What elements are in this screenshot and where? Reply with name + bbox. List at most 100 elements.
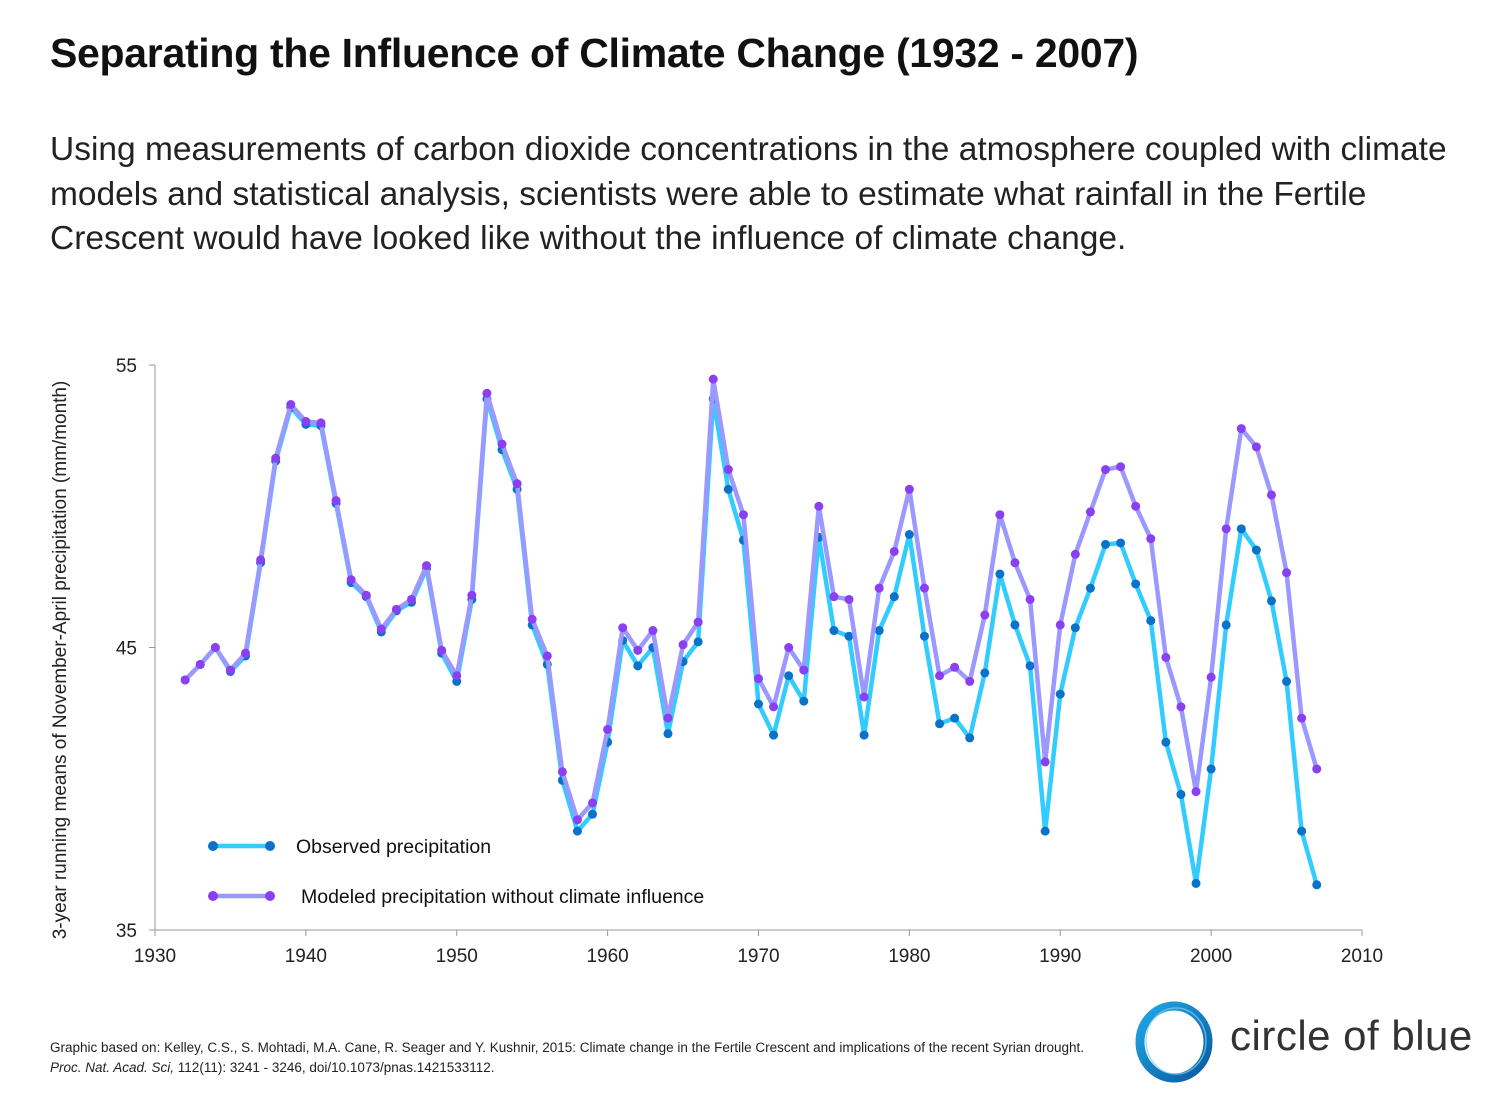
data-point: [1221, 524, 1231, 534]
data-point: [542, 651, 552, 661]
data-point: [1191, 787, 1201, 797]
data-point: [904, 484, 914, 494]
data-point: [1010, 558, 1020, 568]
chart-subtitle: Using measurements of carbon dioxide con…: [50, 131, 1447, 257]
data-point: [331, 496, 341, 506]
data-point: [1055, 689, 1065, 699]
data-point: [754, 674, 763, 684]
data-point: [663, 729, 673, 739]
data-point: [754, 699, 763, 709]
data-point: [935, 671, 945, 681]
x-tick-label: 1980: [888, 946, 930, 967]
data-point: [1085, 583, 1095, 593]
data-point: [1055, 620, 1065, 630]
data-point: [603, 724, 613, 734]
data-point: [814, 501, 824, 511]
data-point: [225, 665, 235, 675]
footnote-journal: Proc. Nat. Acad. Sci,: [50, 1059, 175, 1075]
data-point: [678, 640, 688, 650]
data-point: [286, 400, 296, 410]
data-point: [889, 546, 899, 556]
data-point: [1176, 789, 1186, 799]
axes: 1930 1940 1950 1960 1970 1980 1990 2000 2010 35 45…: [116, 356, 1383, 967]
data-point: [995, 510, 1005, 520]
x-tick-label: 1950: [436, 946, 478, 967]
data-point: [723, 484, 733, 494]
data-point: [572, 815, 582, 825]
data-point: [874, 583, 884, 593]
circle-ring-icon: [1135, 1001, 1213, 1083]
data-point: [965, 676, 975, 686]
data-point: [1131, 501, 1141, 511]
data-point: [1070, 623, 1080, 633]
data-point: [950, 713, 960, 723]
data-point: [376, 624, 386, 634]
data-point: [935, 719, 945, 729]
data-point: [919, 631, 929, 641]
data-point: [1266, 596, 1276, 606]
data-point: [1101, 539, 1111, 549]
data-point: [241, 648, 251, 658]
data-point: [980, 610, 990, 620]
data-point: [557, 767, 567, 777]
data-point: [633, 645, 643, 655]
data-point: [784, 643, 794, 652]
y-tick-label: 35: [116, 921, 137, 942]
data-point: [859, 730, 869, 740]
x-tick-label: 1930: [134, 946, 176, 967]
data-point: [965, 733, 975, 743]
data-point: [995, 569, 1005, 579]
data-point: [437, 645, 447, 655]
data-point: [195, 659, 205, 669]
footnote-text: Graphic based on: Kelley, C.S., S. Mohta…: [50, 1040, 1085, 1055]
source-footnote: Graphic based on: Kelley, C.S., S. Mohta…: [50, 1038, 1110, 1077]
data-point: [844, 594, 854, 604]
x-tick-label: 2010: [1341, 946, 1383, 967]
data-point: [1161, 737, 1171, 747]
data-point: [1176, 702, 1186, 712]
data-point: [1297, 826, 1307, 836]
series-layer: [180, 374, 1322, 890]
data-point: [572, 826, 582, 836]
data-point: [346, 575, 356, 585]
data-point: [1312, 880, 1322, 890]
data-point: [708, 374, 718, 384]
legend-label: Modeled precipitation without climate in…: [301, 886, 704, 908]
data-point: [799, 696, 809, 706]
legend-marker: [265, 841, 275, 851]
circle-of-blue-logo: circle of blue: [1130, 1000, 1480, 1085]
series-observed: [180, 394, 1322, 890]
data-point: [1266, 490, 1276, 500]
precipitation-line-chart: 1930 1940 1950 1960 1970 1980 1990 2000 2010 35 45…: [50, 356, 1383, 967]
data-point: [1010, 620, 1020, 630]
data-point: [1191, 878, 1201, 888]
x-tick-label: 1990: [1039, 946, 1081, 967]
data-point: [829, 592, 839, 602]
x-tick-label: 1970: [737, 946, 779, 967]
data-point: [633, 661, 643, 671]
data-point: [1025, 661, 1035, 671]
data-point: [1161, 652, 1171, 662]
y-axis-label: 3-year running means of November-April p…: [50, 381, 71, 940]
data-point: [316, 418, 326, 428]
data-point: [648, 626, 658, 636]
data-point: [256, 555, 266, 565]
data-point: [1221, 620, 1231, 630]
data-point: [588, 809, 598, 819]
data-point: [1251, 442, 1261, 452]
data-point: [210, 643, 220, 652]
data-point: [1297, 713, 1307, 723]
data-point: [391, 604, 401, 614]
data-point: [180, 675, 190, 685]
x-tick-label: 1960: [586, 946, 628, 967]
data-point: [1101, 465, 1111, 475]
data-point: [1282, 676, 1292, 686]
data-point: [271, 453, 281, 463]
data-point: [859, 692, 869, 702]
data-point: [1070, 549, 1080, 559]
data-point: [950, 662, 960, 672]
data-point: [497, 439, 507, 449]
data-point: [452, 671, 462, 681]
data-point: [1116, 462, 1126, 472]
x-tick-label: 1940: [285, 946, 327, 967]
